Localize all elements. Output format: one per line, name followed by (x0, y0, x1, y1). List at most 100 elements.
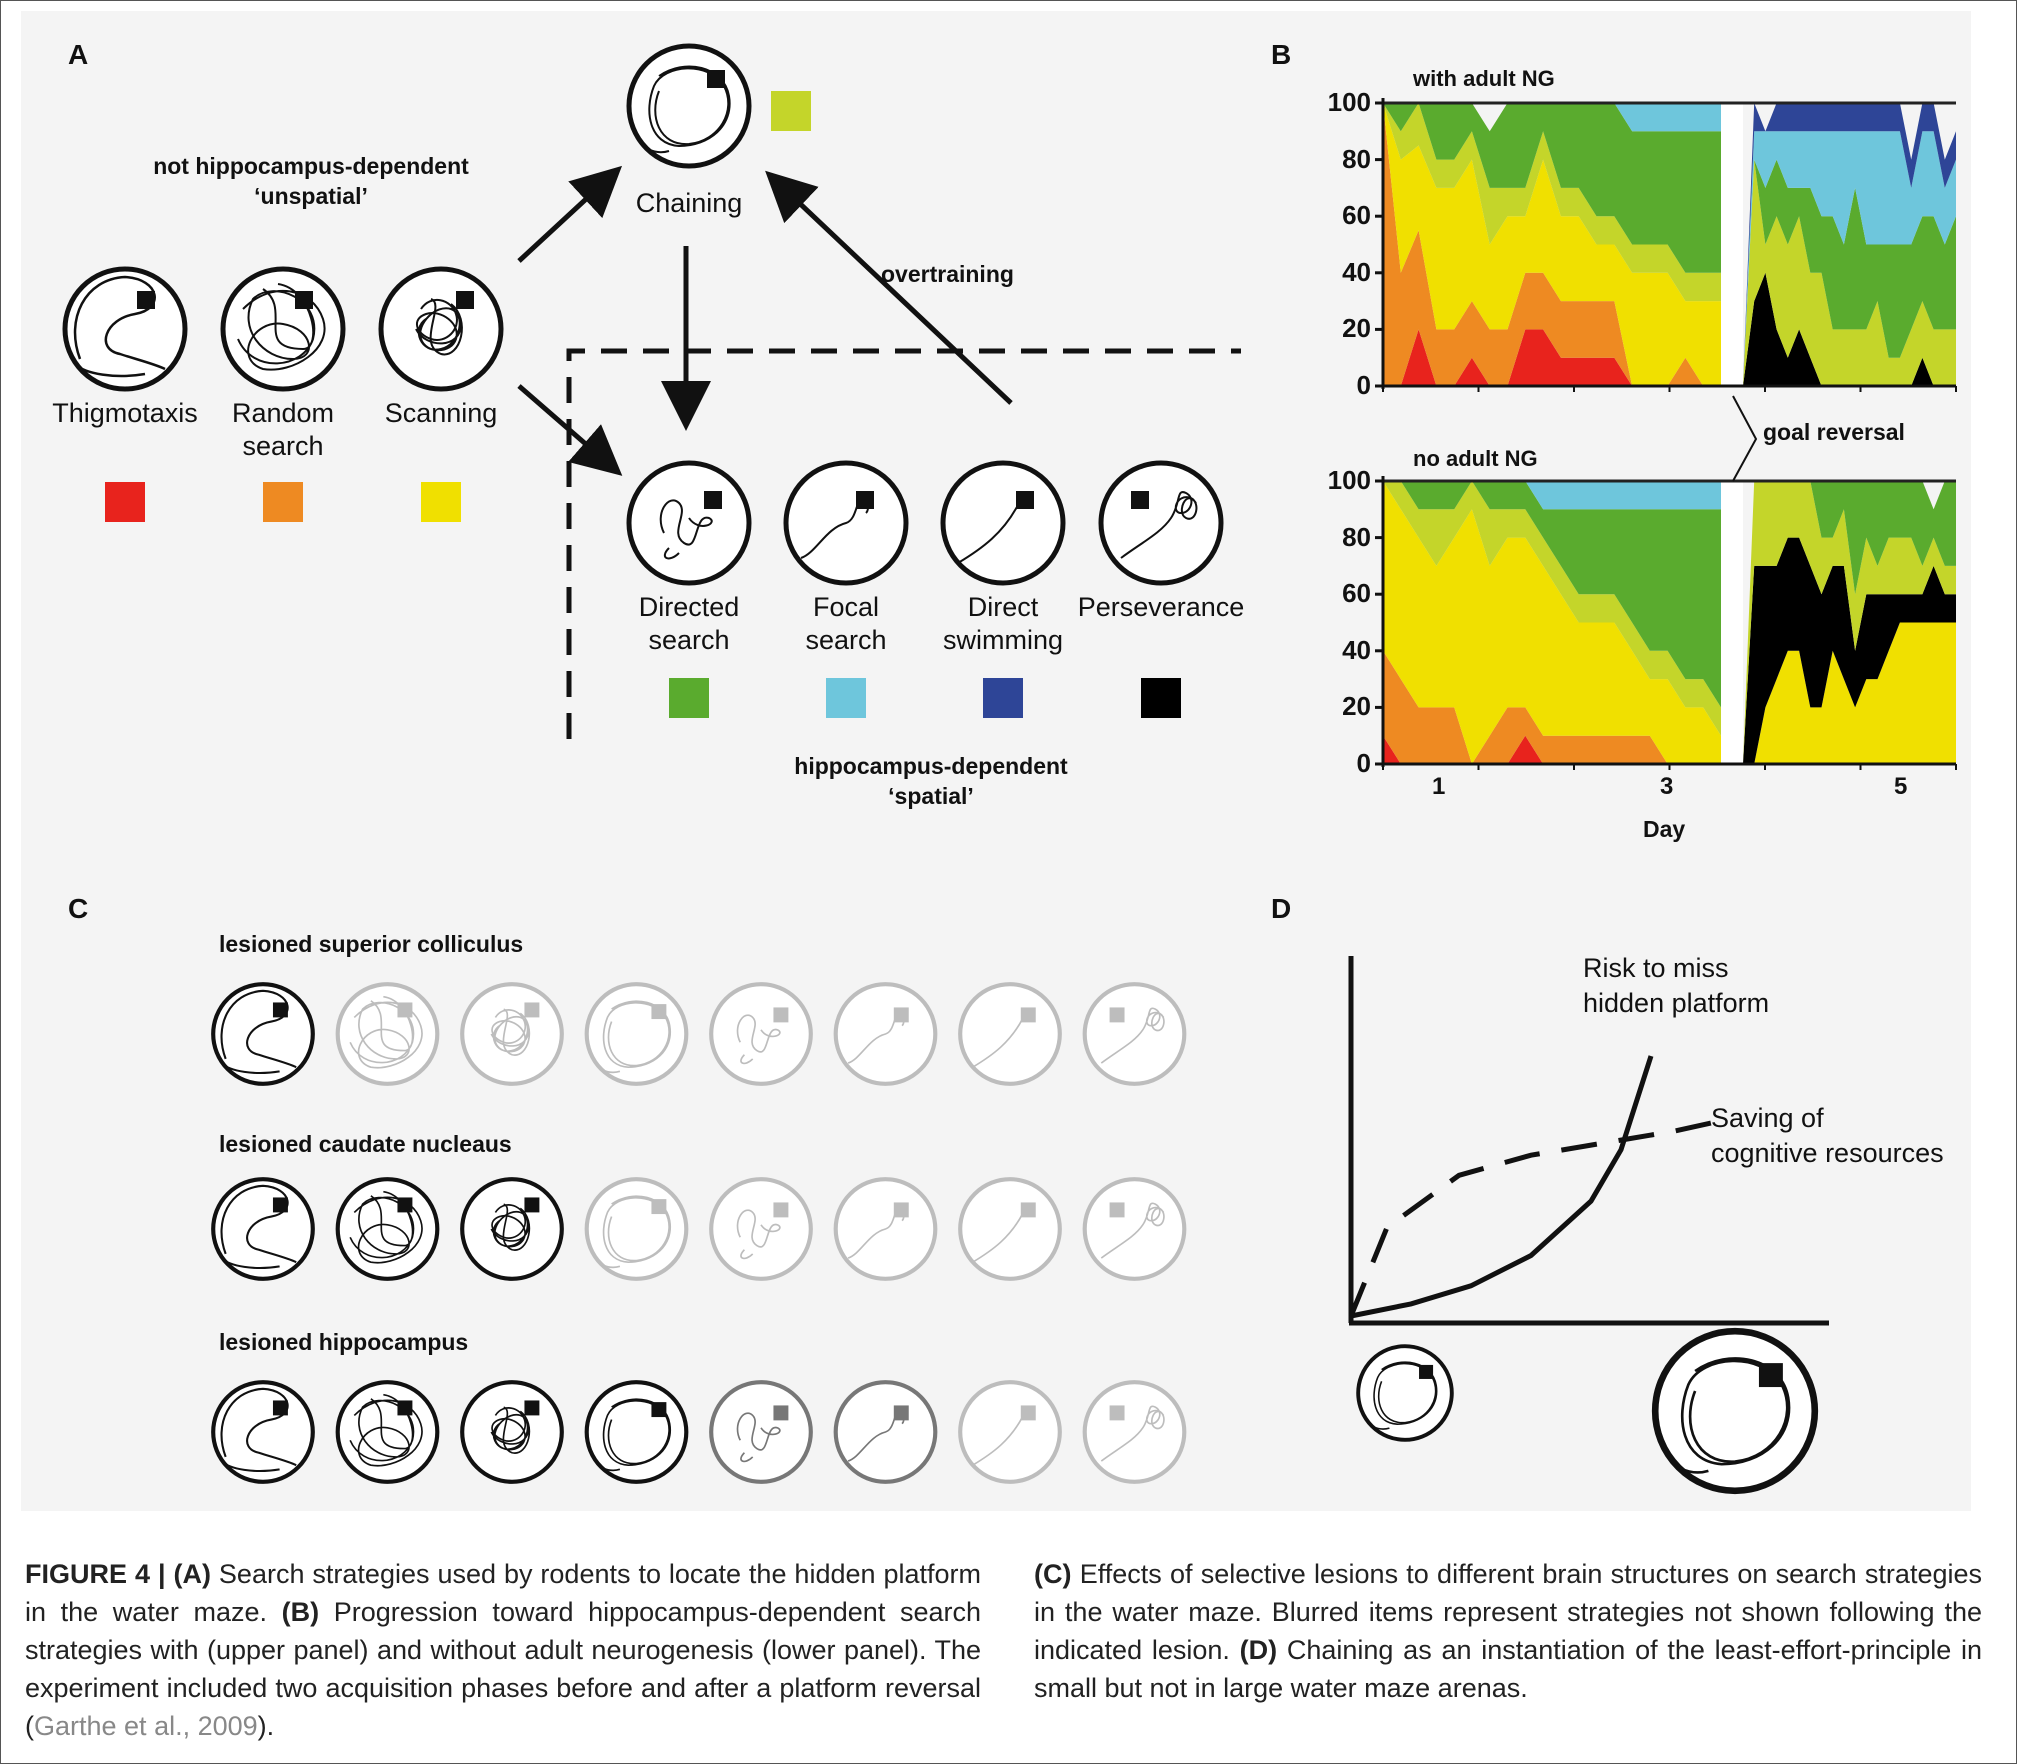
area-random-search-upper-phase1 (1383, 103, 1721, 386)
row-title-superior-colliculus: lesioned superior colliculus (219, 931, 524, 957)
figure-canvas: A B C D not hippocampus-dependent ‘unspa… (21, 11, 1971, 1511)
lesion-maze-perseverance-icon (1085, 1382, 1185, 1482)
panel-d (1348, 956, 1829, 1491)
maze-focal-search-icon (786, 463, 906, 583)
x-tick-label: 1 (1432, 773, 1446, 800)
strategy-label-line2: search (648, 625, 730, 655)
risk-label: Risk to miss hidden platform (1583, 951, 1769, 1021)
y-tick-label: 0 (1356, 748, 1371, 778)
area-chaining-upper-phase1 (1383, 103, 1721, 302)
caption-right: (C) Effects of selective lesions to diff… (1034, 1555, 1982, 1707)
saving-label: Saving of cognitive resources (1711, 1101, 1944, 1171)
reversal-gap (1721, 103, 1743, 386)
strategy-swatch-1 (263, 482, 303, 522)
spatial-line1: hippocampus-dependent (794, 753, 1068, 779)
maze-direct-swimming-icon (943, 463, 1063, 583)
strategy-label-line1: Scanning (384, 398, 498, 428)
lesion-maze-scanning-icon (462, 1382, 562, 1482)
lesion-maze-direct-swimming-icon (960, 1179, 1060, 1279)
y-tick-label: 80 (1342, 143, 1371, 174)
strategy-swatch-6 (983, 678, 1023, 718)
caption-b-label: (B) (281, 1597, 320, 1627)
area-chaining-lower-phase1 (1383, 481, 1721, 736)
panel-c-mazes (213, 984, 1184, 1482)
maze-thigmotaxis-icon (65, 269, 185, 389)
area-focal-search-lower-phase1 (1383, 481, 1721, 510)
arrow-overtraining (765, 170, 1013, 405)
area-chaining-lower-phase2 (1743, 481, 1956, 764)
lower-chart-title: no adult NG (1413, 446, 1538, 471)
y-tick-label: 0 (1356, 370, 1371, 400)
y-tick-label: 40 (1342, 256, 1371, 287)
figure-svg (21, 11, 1957, 1511)
area-perseverance-upper-phase2 (1743, 272, 1956, 386)
upper-chart-title: with adult NG (1413, 66, 1555, 91)
lesion-maze-focal-search-icon (836, 1382, 936, 1482)
panel-b-letter: B (1271, 39, 1292, 70)
strategy-label-line1: Thigmotaxis (52, 398, 198, 428)
lesion-maze-chaining-icon (587, 1382, 687, 1482)
area-perseverance-lower-phase2 (1743, 537, 1956, 764)
unspatial-line1: not hippocampus-dependent (153, 153, 469, 179)
spatial-region-border (566, 348, 1241, 739)
lesion-maze-thigmotaxis-icon (213, 1179, 313, 1279)
lesion-maze-chaining-icon (587, 984, 687, 1084)
lesion-maze-thigmotaxis-icon (213, 1382, 313, 1482)
caption-b-text: Progression toward hippocampus-dependent… (25, 1597, 981, 1741)
lesion-maze-directed-search-icon (711, 1179, 811, 1279)
strategy-label-1: Random search (198, 397, 368, 463)
citation-link[interactable]: Garthe et al., 2009 (34, 1711, 258, 1741)
strategy-swatch-7 (1141, 678, 1181, 718)
strategy-label-5: Focal search (761, 591, 931, 657)
row-title-hippocampus: lesioned hippocampus (219, 1329, 469, 1355)
y-tick-label: 40 (1342, 634, 1371, 665)
strategy-swatch-0 (105, 482, 145, 522)
area-directed-search-lower-phase2 (1743, 481, 1956, 764)
goal-reversal-bracket (1732, 395, 1758, 482)
strategy-label-line1: Focal (812, 592, 880, 622)
lesion-maze-directed-search-icon (711, 1382, 811, 1482)
maze-scanning-icon (381, 269, 501, 389)
risk-curve (1350, 1055, 1654, 1319)
lesion-maze-directed-search-icon (711, 984, 811, 1084)
strategy-label-line1: Random (231, 398, 335, 428)
y-tick-label: 20 (1342, 691, 1371, 722)
caption-left: FIGURE 4 | (A) Search strategies used by… (25, 1555, 981, 1745)
strategy-label-line1: Directed (638, 592, 740, 622)
arrow-to-directed (517, 384, 623, 476)
strategy-label-line1: Perseverance (1077, 592, 1245, 622)
panel-d-letter: D (1271, 893, 1292, 924)
unspatial-heading: not hippocampus-dependent ‘unspatial’ (151, 151, 471, 211)
strategy-label-3: Chaining (604, 187, 774, 220)
small-arena-icon (1356, 1344, 1454, 1442)
y-tick-label: 100 (1327, 87, 1371, 117)
caption-c-text: Effects of selective lesions to differen… (1034, 1559, 1982, 1665)
area-focal-search-upper-phase2 (1743, 131, 1956, 386)
lesion-maze-focal-search-icon (836, 984, 936, 1084)
maze-chaining-icon (629, 46, 749, 166)
caption-d-text: Chaining as an instantiation of the leas… (1034, 1635, 1982, 1703)
strategy-label-4: Directed search (604, 591, 774, 657)
area-scanning-lower-phase1 (1383, 481, 1721, 764)
panel-a (65, 46, 1241, 739)
lesion-maze-direct-swimming-icon (960, 1382, 1060, 1482)
arrow-to-chaining (517, 165, 623, 263)
caption-c-label: (C) (1034, 1559, 1072, 1589)
strategy-swatch-5 (826, 678, 866, 718)
caption-d-label: (D) (1239, 1635, 1278, 1665)
y-tick-label: 20 (1342, 313, 1371, 344)
reversal-gap (1721, 481, 1743, 764)
saving-line1: Saving of (1711, 1103, 1824, 1133)
strategy-swatch-2 (421, 482, 461, 522)
strategy-label-6: Direct swimming (918, 591, 1088, 657)
lesion-maze-random-search-icon (338, 1382, 438, 1482)
unspatial-line2: ‘unspatial’ (254, 183, 368, 209)
risk-line1: Risk to miss (1583, 953, 1729, 983)
area-focal-search-upper-phase1 (1383, 103, 1721, 132)
x-tick-label: 3 (1660, 773, 1674, 800)
lesion-maze-random-search-icon (338, 1179, 438, 1279)
saving-line2: cognitive resources (1711, 1138, 1944, 1168)
area-directed-search-upper-phase1 (1383, 103, 1721, 273)
risk-line2: hidden platform (1583, 988, 1770, 1018)
